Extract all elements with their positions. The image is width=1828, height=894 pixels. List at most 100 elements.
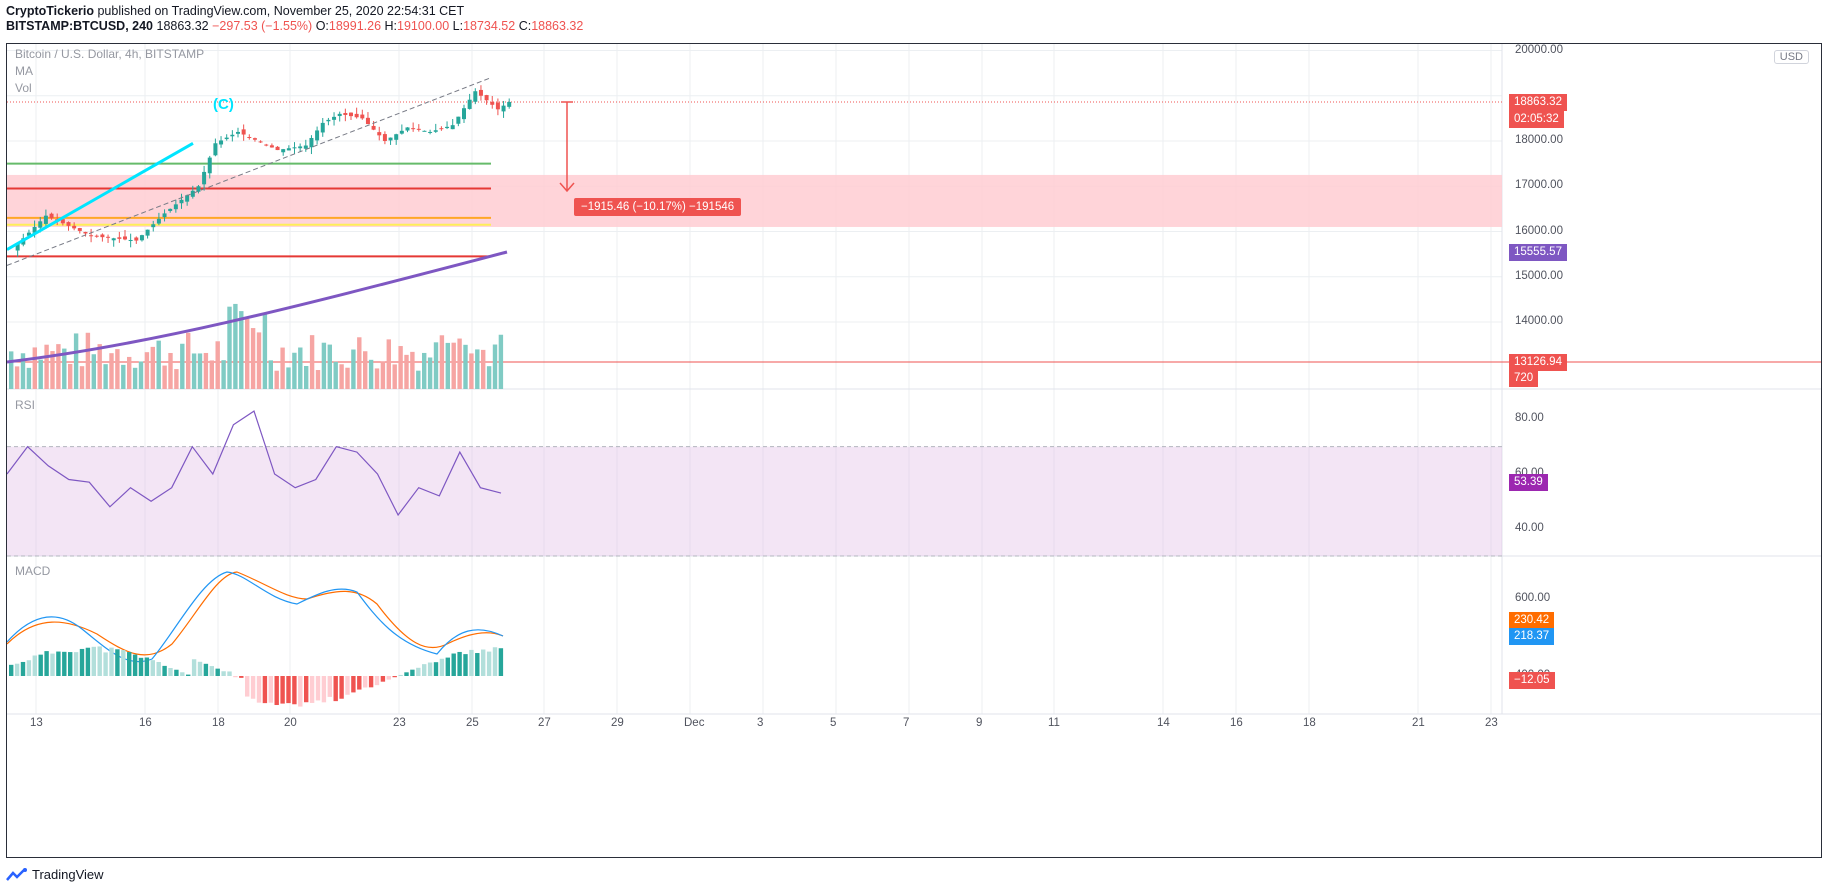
candle-body — [32, 226, 37, 233]
macd-hist-bar — [250, 676, 256, 699]
chart-frame[interactable]: Bitcoin / U.S. Dollar, 4h, BITSTAMP MA V… — [6, 43, 1822, 858]
macd-hist-bar — [410, 669, 415, 676]
candle-body — [439, 128, 444, 130]
macd-hist-bar — [298, 676, 303, 707]
candle-body — [202, 171, 207, 185]
price-tag-countdown[interactable]: 02:05:32 — [1509, 111, 1564, 128]
measure-arrow-head — [559, 182, 575, 193]
macd-hist-bar — [186, 674, 191, 676]
time-axis-label: 16 — [139, 717, 152, 729]
candle-body — [77, 228, 82, 231]
candle-body — [405, 127, 410, 131]
published-text: published on TradingView.com, November 2… — [94, 4, 465, 18]
volume-bar — [327, 344, 332, 389]
footer-brand[interactable]: TradingView — [32, 867, 104, 882]
currency-button[interactable]: USD — [1773, 50, 1809, 64]
chart-header: CryptoTickerio published on TradingView.… — [6, 4, 583, 34]
macd-hist-tag[interactable]: −12.05 — [1509, 672, 1555, 689]
legend-vol[interactable]: Vol — [15, 81, 32, 95]
volume-bar — [62, 348, 67, 389]
candle-body — [241, 129, 246, 135]
volume-bar — [374, 368, 380, 389]
measure-label[interactable]: −1915.46 (−10.17%) −191546 — [574, 198, 742, 216]
price-tag-level[interactable]: 13126.94 — [1509, 354, 1567, 371]
candle-body — [252, 138, 257, 140]
footer: TradingView — [6, 867, 104, 882]
close-value: 18863.32 — [531, 19, 584, 33]
volume-bar — [227, 306, 232, 389]
candle-body — [173, 204, 178, 210]
price-tag-volume[interactable]: 720 — [1509, 370, 1539, 387]
macd-hist-bar — [156, 661, 161, 676]
macd-hist-bar — [227, 671, 232, 676]
legend-macd[interactable]: MACD — [15, 564, 51, 578]
volume-bar — [286, 367, 291, 389]
volume-bar — [268, 360, 273, 389]
volume-bar — [85, 332, 91, 389]
macd-hist-bar — [245, 676, 250, 697]
volume-bar — [339, 364, 344, 389]
macd-hist-bar — [304, 676, 309, 703]
volume-bar — [127, 356, 132, 389]
candle-body — [343, 112, 348, 115]
candle-body — [106, 236, 111, 238]
macd-signal-tag[interactable]: 230.42 — [1509, 612, 1555, 629]
candle-body — [168, 208, 173, 211]
candle-body — [422, 130, 427, 132]
candle-body — [196, 186, 201, 192]
candle-body — [478, 89, 483, 96]
candle-body — [303, 145, 308, 149]
candle-body — [382, 134, 387, 141]
candle-body — [326, 119, 331, 122]
macd-hist-bar — [150, 660, 155, 676]
candle-body — [337, 113, 342, 117]
volume-bar — [91, 354, 96, 389]
legend-ma[interactable]: MA — [15, 64, 33, 78]
candle-body — [162, 213, 167, 218]
time-axis-label: 18 — [1303, 717, 1316, 729]
macd-hist-bar — [144, 657, 150, 676]
macd-hist-bar — [115, 649, 120, 676]
macd-hist-bar — [26, 660, 32, 676]
macd-hist-bar — [351, 676, 356, 693]
candle-body — [388, 137, 393, 141]
candle-body — [309, 137, 314, 148]
rsi-band — [7, 446, 1502, 556]
macd-hist-bar — [191, 659, 197, 676]
macd-hist-bar — [44, 651, 49, 676]
volume-bar — [280, 347, 285, 389]
candle-body — [94, 235, 99, 237]
macd-hist-bar — [180, 672, 185, 676]
rsi-axis-label: 80.00 — [1515, 412, 1544, 425]
volume-bar — [439, 335, 445, 389]
legend-rsi[interactable]: RSI — [15, 398, 36, 412]
price-tag-last[interactable]: 18863.32 — [1509, 94, 1567, 111]
time-axis-label: 9 — [976, 717, 983, 729]
author-name[interactable]: CryptoTickerio — [6, 4, 94, 18]
macd-hist-bar — [62, 651, 67, 676]
chart-canvas[interactable] — [7, 44, 1822, 858]
candle-body — [123, 236, 127, 240]
macd-tag[interactable]: 218.37 — [1509, 628, 1555, 645]
time-axis-label: 13 — [30, 717, 43, 729]
candle-body — [501, 105, 506, 112]
macd-hist-bar — [256, 676, 262, 703]
macd-hist-bar — [422, 664, 427, 676]
time-axis-label: 23 — [393, 717, 406, 729]
volume-bar — [221, 360, 226, 389]
macd-hist-bar — [486, 651, 492, 676]
volume-bar — [363, 351, 368, 389]
volume-bar — [9, 351, 14, 389]
volume-bar — [20, 353, 26, 389]
macd-hist-bar — [233, 676, 238, 678]
ma-line — [7, 250, 508, 364]
low-label: L: — [452, 19, 464, 33]
price-tag-ma[interactable]: 15555.57 — [1509, 244, 1567, 261]
macd-hist-bar — [445, 657, 450, 676]
volume-bar — [250, 328, 256, 389]
macd-hist-bar — [262, 676, 268, 704]
candle-body — [462, 108, 466, 120]
rsi-tag[interactable]: 53.39 — [1509, 474, 1548, 491]
volume-bar — [445, 342, 450, 389]
volume-bar — [215, 341, 220, 389]
